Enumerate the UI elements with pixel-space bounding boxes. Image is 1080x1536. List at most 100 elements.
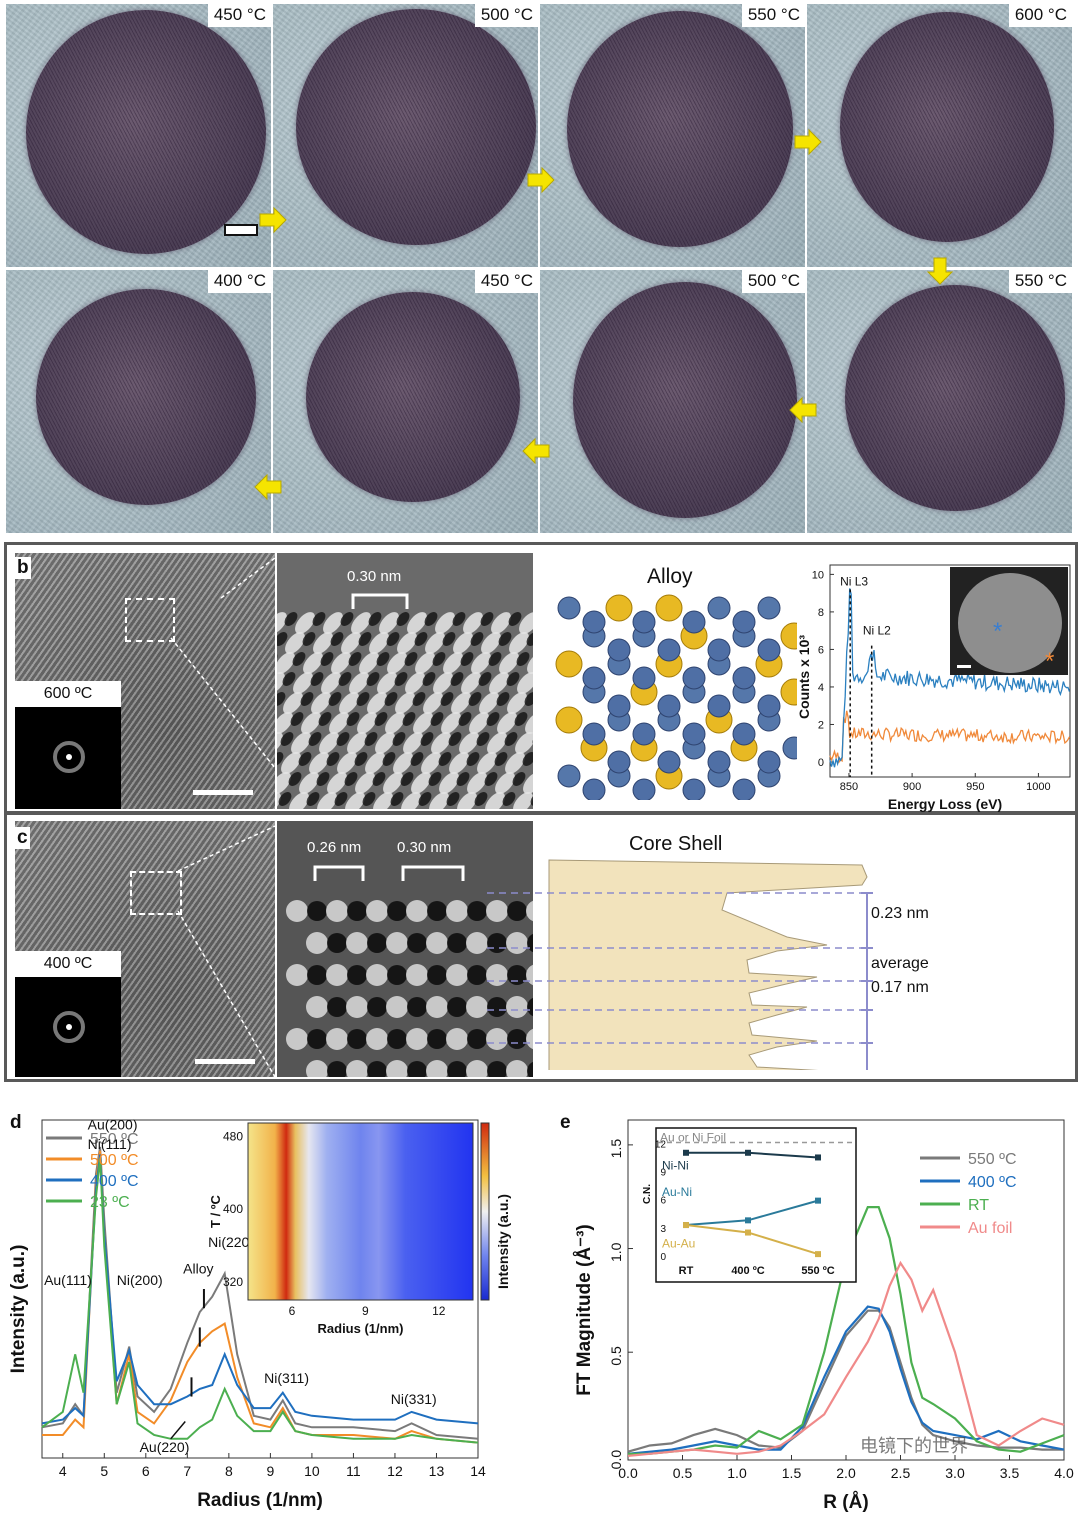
- lattice-dark: [507, 965, 527, 985]
- inset-y-tick: 12: [655, 1139, 667, 1150]
- nanoparticle: [36, 289, 256, 505]
- tem-frame: 550 °C: [540, 4, 805, 267]
- arrow-shape: [254, 473, 282, 501]
- au-atom: [605, 594, 633, 622]
- lattice-dark: [474, 792, 488, 806]
- profile-label-top: 0.23 nm: [871, 905, 929, 922]
- lattice-dark: [320, 652, 334, 666]
- lattice-dark: [302, 632, 316, 646]
- lattice-dark: [396, 612, 410, 626]
- lattice-spot: [426, 1060, 448, 1077]
- lattice-dark: [420, 732, 434, 746]
- yellow-arrow-icon: [527, 166, 555, 194]
- lattice-dark: [447, 997, 467, 1017]
- temperature-label: 450 °C: [207, 4, 271, 27]
- lattice-spot: [286, 1028, 308, 1050]
- lattice-spot: [441, 712, 461, 734]
- lattice-dark: [422, 672, 436, 686]
- ni-atom: [582, 666, 606, 690]
- alloy-title: Alloy: [647, 565, 693, 588]
- temperature-label: 400 °C: [207, 270, 271, 293]
- x-tick-label: 0.5: [673, 1465, 693, 1481]
- lattice-dark: [316, 772, 330, 786]
- legend-label: 400 ºC: [90, 1173, 139, 1190]
- lattice-dark: [407, 1061, 427, 1077]
- lattice-dark: [347, 901, 367, 921]
- lattice-dark: [347, 965, 367, 985]
- lattice-spot: [505, 752, 525, 774]
- lattice-spot: [395, 692, 415, 714]
- inset-point: [745, 1229, 751, 1236]
- lattice-dark: [526, 632, 533, 646]
- inset-y-tick: 6: [660, 1196, 666, 1207]
- lattice-spot: [291, 732, 311, 754]
- stem-scale-bar: [957, 665, 971, 668]
- lattice-spot: [466, 932, 488, 954]
- lattice-spot: [386, 1060, 408, 1077]
- tem-frame: 450 °C: [273, 270, 538, 533]
- lattice-dark: [427, 901, 447, 921]
- inset-x-title: Radius (1/nm): [318, 1321, 404, 1336]
- x-tick-label: 2.5: [891, 1465, 911, 1481]
- lattice-spot: [443, 652, 463, 674]
- lattice-dark: [338, 672, 352, 686]
- lattice-dark: [282, 672, 296, 686]
- lattice-dark: [442, 632, 456, 646]
- inset-y-title: C.N.: [642, 1184, 653, 1204]
- lattice-dark: [507, 901, 527, 921]
- lattice-dark: [277, 752, 284, 766]
- lattice-spot: [311, 692, 331, 714]
- ni-atom: [732, 666, 756, 690]
- x-tick-label: 1000: [1026, 781, 1050, 793]
- lattice-spot: [457, 792, 477, 809]
- eels-blue-series: [829, 588, 1071, 768]
- lattice-spot: [479, 692, 499, 714]
- lattice-spot: [331, 652, 351, 674]
- lattice-spot: [406, 964, 428, 986]
- lattice-spot: [346, 1060, 368, 1077]
- lattice-spot: [463, 612, 483, 634]
- lattice-spot: [306, 932, 328, 954]
- lattice-spot: [526, 1028, 533, 1050]
- lattice-spot: [313, 632, 333, 654]
- inset-point: [815, 1251, 821, 1258]
- yellow-arrow-icon: [926, 257, 954, 285]
- inset-point: [683, 1222, 689, 1229]
- y-axis-title: Counts x 10³: [796, 635, 812, 719]
- x-axis-title: Energy Loss (eV): [888, 796, 1002, 812]
- lattice-dark: [494, 752, 508, 766]
- ni-atom: [682, 610, 706, 634]
- y-tick-label: 2: [818, 719, 824, 731]
- lattice-spot: [411, 772, 431, 794]
- lattice-spot: [303, 652, 323, 674]
- nanoparticle: [845, 285, 1065, 511]
- scale-bar-c: [195, 1059, 255, 1064]
- x-axis-title: Radius (1/nm): [197, 1490, 323, 1511]
- lattice-spot: [286, 900, 308, 922]
- lattice-dark: [327, 997, 347, 1017]
- zoom-image-c: 0.26 nm 0.30 nm: [277, 821, 533, 1077]
- lattice-dark: [382, 752, 396, 766]
- lattice-spot: [351, 612, 371, 634]
- lattice-spot: [497, 712, 517, 734]
- lattice-spot: [337, 752, 357, 774]
- lattice-dark: [347, 1029, 367, 1049]
- spacing-label-c1: 0.26 nm: [307, 839, 362, 856]
- inset-point: [815, 1154, 821, 1161]
- lattice-spot: [345, 792, 365, 809]
- legend-label: Au foil: [968, 1220, 1012, 1237]
- ni-atom: [757, 750, 781, 774]
- lattice-spot: [509, 632, 529, 654]
- lattice-dark: [367, 933, 387, 953]
- lattice-spot: [293, 672, 313, 694]
- x-tick-label: 1.0: [727, 1465, 747, 1481]
- y-tick-label: 0.0: [608, 1450, 624, 1470]
- x-tick-label: 850: [840, 781, 858, 793]
- lattice-spot: [383, 772, 403, 794]
- lattice-dark: [516, 652, 530, 666]
- temperature-label: 600 °C: [1008, 4, 1072, 27]
- inset-x-tick: 9: [362, 1304, 369, 1318]
- alloy-atom-model: [555, 594, 797, 800]
- peak-l3-label: Ni L3: [840, 575, 868, 589]
- lattice-dark: [384, 692, 398, 706]
